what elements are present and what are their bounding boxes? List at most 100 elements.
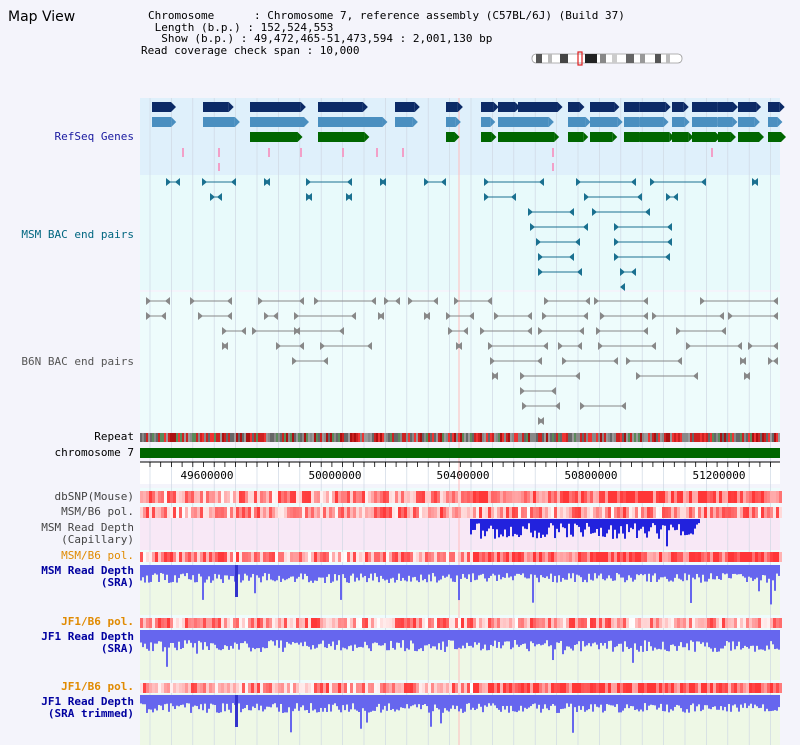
b6n-bac-pair-end bbox=[371, 297, 376, 305]
jf1-b6-pol-strip-1 bbox=[140, 618, 782, 628]
jf1-b6-pol-strip-2 bbox=[140, 683, 782, 693]
gene-block bbox=[640, 132, 670, 142]
refseq-gene-track bbox=[152, 102, 786, 171]
msm-bac-pair-end bbox=[307, 193, 312, 201]
gene-arrow bbox=[779, 102, 785, 112]
gene-block bbox=[590, 117, 618, 127]
gene-block bbox=[481, 132, 492, 142]
track-label-msm-bac[interactable]: MSM BAC end pairs bbox=[21, 228, 134, 241]
b6n-bac-pair-end bbox=[721, 327, 726, 335]
ideogram-band bbox=[640, 54, 645, 63]
gene-block bbox=[446, 102, 458, 112]
gene-block bbox=[768, 102, 780, 112]
msm-capillary-depth-plot bbox=[470, 519, 700, 547]
track-label-jf1-b6-pol-2: JF1/B6 pol. bbox=[61, 680, 134, 693]
gene-block bbox=[768, 132, 781, 142]
b6n-bac-pair-end bbox=[223, 342, 228, 350]
b6n-bac-pair-end bbox=[583, 312, 588, 320]
gene-arrow bbox=[617, 117, 623, 127]
b6n-bac-pair-end bbox=[469, 312, 474, 320]
msm-bac-pair-end bbox=[528, 208, 533, 216]
gene-block bbox=[203, 102, 229, 112]
b6n-bac-pair-end bbox=[227, 297, 232, 305]
msm-bac-pair-end bbox=[637, 193, 642, 201]
gene-block bbox=[640, 117, 664, 127]
ideogram-band bbox=[560, 54, 568, 63]
b6n-bac-pair-end bbox=[384, 297, 389, 305]
msm-bac-pair-end bbox=[753, 178, 758, 186]
b6n-bac-pair-end bbox=[543, 342, 548, 350]
b6n-bac-pair-end bbox=[651, 342, 656, 350]
msm-bac-pair-end bbox=[441, 178, 446, 186]
msm-bac-pair-end bbox=[347, 193, 352, 201]
msm-bac-pair-end bbox=[576, 178, 581, 186]
gene-block bbox=[624, 132, 640, 142]
msm-bac-pair-end bbox=[614, 238, 619, 246]
gene-block bbox=[518, 102, 558, 112]
gene-arrow bbox=[382, 117, 388, 127]
b6n-bac-pair-end bbox=[773, 297, 778, 305]
msm-bac-pair-end bbox=[202, 178, 207, 186]
chromosome-info: Chromosome : Chromosome 7, reference ass… bbox=[141, 9, 625, 56]
b6n-bac-pair-end bbox=[165, 297, 170, 305]
gene-block bbox=[446, 117, 456, 127]
gene-block bbox=[250, 102, 301, 112]
msm-bac-pair-end bbox=[536, 238, 541, 246]
b6n-bac-pair-end bbox=[652, 312, 657, 320]
b6n-bac-pair-end bbox=[626, 357, 631, 365]
b6n-bac-pair-end bbox=[276, 342, 281, 350]
gene-block bbox=[590, 102, 615, 112]
gene-small-mark bbox=[342, 148, 344, 157]
b6n-bac-pair-end bbox=[562, 357, 567, 365]
msm-bac-single-end bbox=[620, 283, 625, 291]
msm-b6-pol-strip-1 bbox=[140, 507, 782, 518]
msm-bac-pair-end bbox=[666, 193, 671, 201]
msm-bac-pair-end bbox=[631, 268, 636, 276]
b6n-bac-pair-end bbox=[575, 372, 580, 380]
msm-bac-pair-end bbox=[701, 178, 706, 186]
b6n-bac-pair-end bbox=[493, 372, 498, 380]
gene-block bbox=[481, 117, 491, 127]
track-label-refseq-genes[interactable]: RefSeq Genes bbox=[54, 130, 134, 143]
gene-block bbox=[718, 117, 733, 127]
gene-small-mark bbox=[402, 148, 404, 157]
gene-block bbox=[692, 117, 718, 127]
gene-arrow bbox=[297, 132, 303, 142]
gene-arrow bbox=[548, 117, 554, 127]
b6n-bac-pair-end bbox=[273, 312, 278, 320]
b6n-bac-track bbox=[146, 297, 778, 425]
b6n-bac-pair-end bbox=[320, 342, 325, 350]
b6n-bac-pair-end bbox=[488, 342, 493, 350]
chromosome-ideogram bbox=[531, 51, 683, 66]
b6n-bac-pair-end bbox=[741, 357, 746, 365]
msm-bac-pair-end bbox=[667, 238, 672, 246]
msm-bac-pair-end bbox=[347, 178, 352, 186]
b6n-bac-pair-end bbox=[408, 297, 413, 305]
b6n-bac-pair-end bbox=[294, 312, 299, 320]
b6n-bac-pair-end bbox=[463, 327, 468, 335]
b6n-bac-pair-end bbox=[457, 342, 462, 350]
b6n-bac-pair-end bbox=[241, 327, 246, 335]
msm-bac-pair-end bbox=[584, 193, 589, 201]
msm-bac-pair-end bbox=[614, 253, 619, 261]
b6n-bac-pair-end bbox=[252, 327, 257, 335]
b6n-bac-pair-end bbox=[643, 327, 648, 335]
b6n-bac-pair-end bbox=[538, 327, 543, 335]
track-label-b6n-bac[interactable]: B6N BAC end pairs bbox=[21, 355, 134, 368]
b6n-bac-pair-end bbox=[537, 357, 542, 365]
gene-small-mark bbox=[552, 163, 554, 171]
axis-tick-label: 50800000 bbox=[565, 469, 618, 482]
b6n-bac-pair-end bbox=[146, 312, 151, 320]
gene-block bbox=[624, 102, 640, 112]
msm-bac-pair-end bbox=[424, 178, 429, 186]
gene-small-mark bbox=[218, 148, 220, 157]
gene-arrow bbox=[457, 102, 463, 112]
chromosome-line: Chromosome : Chromosome 7, reference ass… bbox=[148, 9, 625, 22]
gene-arrow bbox=[665, 102, 671, 112]
b6n-bac-pair-end bbox=[227, 312, 232, 320]
gene-arrow bbox=[585, 117, 591, 127]
gene-block bbox=[718, 102, 733, 112]
gene-arrow bbox=[777, 117, 783, 127]
b6n-bac-pair-end bbox=[643, 312, 648, 320]
